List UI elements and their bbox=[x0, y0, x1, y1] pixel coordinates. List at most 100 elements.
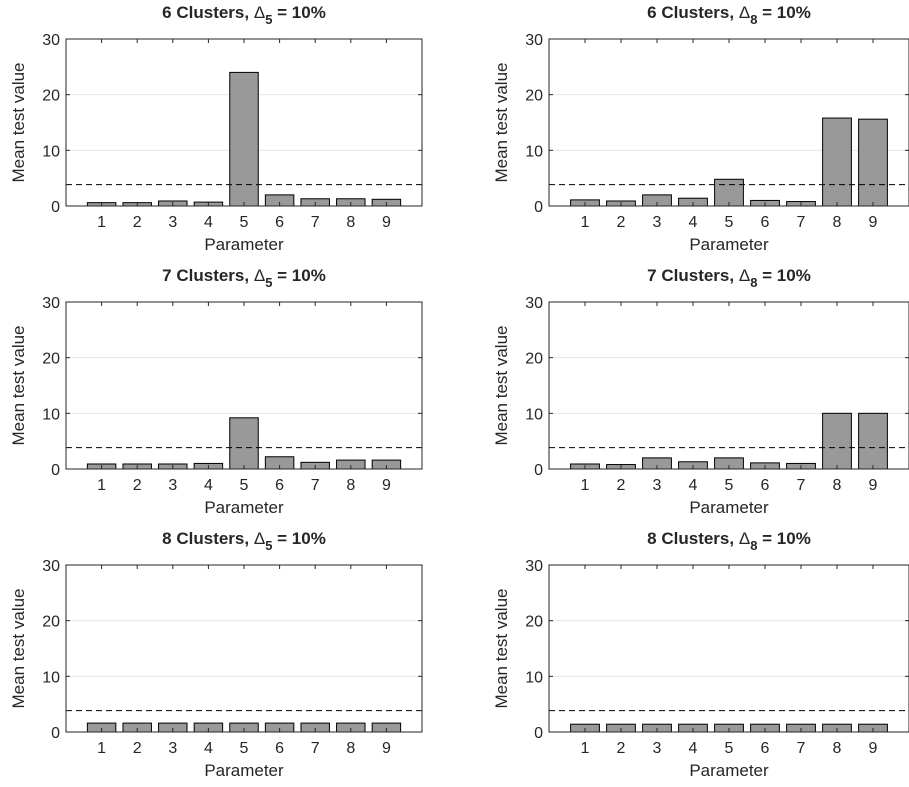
y-tick-label: 20 bbox=[42, 351, 60, 368]
x-tick-label: 2 bbox=[617, 477, 626, 494]
y-tick-label: 10 bbox=[525, 406, 543, 423]
plot-area bbox=[66, 565, 422, 732]
chart-title: 7 Clusters, Δ5 = 10% bbox=[162, 266, 326, 290]
y-axis-label: Mean test value bbox=[492, 588, 511, 708]
y-tick-label: 30 bbox=[525, 32, 543, 49]
y-tick-label: 20 bbox=[525, 88, 543, 105]
y-tick-label: 0 bbox=[534, 462, 543, 479]
x-tick-label: 3 bbox=[168, 477, 177, 494]
title-prefix: 8 Clusters, bbox=[647, 529, 739, 548]
x-tick-label: 4 bbox=[204, 477, 213, 494]
title-delta-symbol: Δ bbox=[739, 529, 750, 548]
title-subscript: 8 bbox=[750, 12, 757, 27]
x-tick-label: 8 bbox=[346, 740, 355, 757]
y-tick-label: 30 bbox=[525, 295, 543, 312]
y-tick-label: 30 bbox=[42, 295, 60, 312]
bar-8 bbox=[822, 412, 852, 470]
x-axis-label: Parameter bbox=[689, 235, 769, 254]
x-tick-label: 6 bbox=[275, 214, 284, 231]
x-tick-label: 5 bbox=[240, 740, 249, 757]
y-tick-label: 10 bbox=[525, 143, 543, 160]
x-tick-label: 9 bbox=[869, 477, 878, 494]
title-prefix: 7 Clusters, bbox=[647, 266, 739, 285]
x-tick-label: 3 bbox=[653, 477, 662, 494]
chart-panel-5: 1 2 3 4 5 6 7 8 9 0 10 20 30 Parameter Mean test value… bbox=[9, 529, 423, 780]
x-tick-label: 6 bbox=[761, 214, 770, 231]
x-axis-label: Parameter bbox=[204, 498, 284, 517]
x-tick-label: 5 bbox=[240, 214, 249, 231]
x-tick-label: 6 bbox=[761, 740, 770, 757]
chart-panel-4: 1 2 3 4 5 6 7 8 9 0 10 20 30 Parameter Mean test value… bbox=[492, 266, 909, 517]
x-tick-label: 3 bbox=[653, 740, 662, 757]
title-prefix: 6 Clusters, bbox=[162, 3, 254, 22]
x-tick-label: 4 bbox=[204, 214, 213, 231]
x-tick-label: 1 bbox=[97, 214, 106, 231]
x-tick-label: 2 bbox=[133, 740, 142, 757]
x-tick-label: 8 bbox=[346, 214, 355, 231]
y-tick-label: 0 bbox=[534, 199, 543, 216]
title-prefix: 7 Clusters, bbox=[162, 266, 254, 285]
x-tick-label: 3 bbox=[653, 214, 662, 231]
x-tick-label: 6 bbox=[761, 477, 770, 494]
chart-title: 6 Clusters, Δ5 = 10% bbox=[162, 3, 326, 27]
chart-panel-1: 1 2 3 4 5 6 7 8 9 0 10 20 30 Parameter Mean test value… bbox=[9, 3, 423, 254]
title-subscript: 5 bbox=[265, 275, 272, 290]
y-tick-label: 10 bbox=[525, 669, 543, 686]
y-tick-label: 0 bbox=[51, 199, 60, 216]
x-tick-label: 6 bbox=[275, 740, 284, 757]
y-tick-label: 10 bbox=[42, 143, 60, 160]
x-tick-label: 7 bbox=[311, 214, 320, 231]
chart-panel-3: 1 2 3 4 5 6 7 8 9 0 10 20 30 Parameter Mean test value… bbox=[9, 266, 423, 517]
title-suffix: = 10% bbox=[272, 529, 325, 548]
y-axis-label: Mean test value bbox=[9, 325, 28, 445]
chart-panel-6: 1 2 3 4 5 6 7 8 9 0 10 20 30 Parameter Mean test value… bbox=[492, 529, 909, 780]
x-tick-label: 9 bbox=[382, 477, 391, 494]
title-subscript: 8 bbox=[750, 538, 757, 553]
y-tick-label: 20 bbox=[525, 351, 543, 368]
x-tick-label: 3 bbox=[168, 740, 177, 757]
y-tick-label: 0 bbox=[51, 462, 60, 479]
x-tick-label: 1 bbox=[581, 477, 590, 494]
title-subscript: 5 bbox=[265, 12, 272, 27]
y-tick-label: 0 bbox=[534, 725, 543, 742]
x-tick-label: 5 bbox=[725, 214, 734, 231]
title-delta-symbol: Δ bbox=[254, 266, 265, 285]
x-tick-label: 9 bbox=[382, 214, 391, 231]
x-axis-label: Parameter bbox=[689, 761, 769, 780]
y-tick-label: 20 bbox=[42, 88, 60, 105]
plot-area bbox=[549, 565, 909, 732]
y-tick-label: 10 bbox=[42, 669, 60, 686]
x-axis-label: Parameter bbox=[204, 761, 284, 780]
x-tick-label: 5 bbox=[725, 477, 734, 494]
plot-area bbox=[549, 302, 909, 469]
chart-title: 7 Clusters, Δ8 = 10% bbox=[647, 266, 811, 290]
x-tick-label: 1 bbox=[97, 477, 106, 494]
y-tick-label: 0 bbox=[51, 725, 60, 742]
x-tick-label: 9 bbox=[869, 740, 878, 757]
x-tick-label: 2 bbox=[617, 740, 626, 757]
chart-title: 6 Clusters, Δ8 = 10% bbox=[647, 3, 811, 27]
title-suffix: = 10% bbox=[272, 266, 325, 285]
title-delta-symbol: Δ bbox=[254, 3, 265, 22]
x-tick-label: 8 bbox=[833, 740, 842, 757]
x-tick-label: 4 bbox=[689, 740, 698, 757]
x-tick-label: 4 bbox=[689, 214, 698, 231]
y-tick-label: 20 bbox=[42, 614, 60, 631]
y-tick-label: 30 bbox=[42, 558, 60, 575]
x-tick-label: 4 bbox=[689, 477, 698, 494]
x-tick-label: 8 bbox=[833, 477, 842, 494]
title-delta-symbol: Δ bbox=[739, 266, 750, 285]
x-tick-label: 7 bbox=[311, 740, 320, 757]
title-prefix: 6 Clusters, bbox=[647, 3, 739, 22]
x-axis-label: Parameter bbox=[204, 235, 284, 254]
y-axis-label: Mean test value bbox=[9, 62, 28, 182]
x-tick-label: 9 bbox=[869, 214, 878, 231]
x-tick-label: 4 bbox=[204, 740, 213, 757]
title-suffix: = 10% bbox=[757, 529, 810, 548]
x-tick-label: 2 bbox=[133, 477, 142, 494]
title-delta-symbol: Δ bbox=[254, 529, 265, 548]
chart-panel-2: 1 2 3 4 5 6 7 8 9 0 10 20 30 Parameter Mean test value… bbox=[492, 3, 909, 254]
y-tick-label: 20 bbox=[525, 614, 543, 631]
y-tick-label: 30 bbox=[42, 32, 60, 49]
x-tick-label: 5 bbox=[725, 740, 734, 757]
